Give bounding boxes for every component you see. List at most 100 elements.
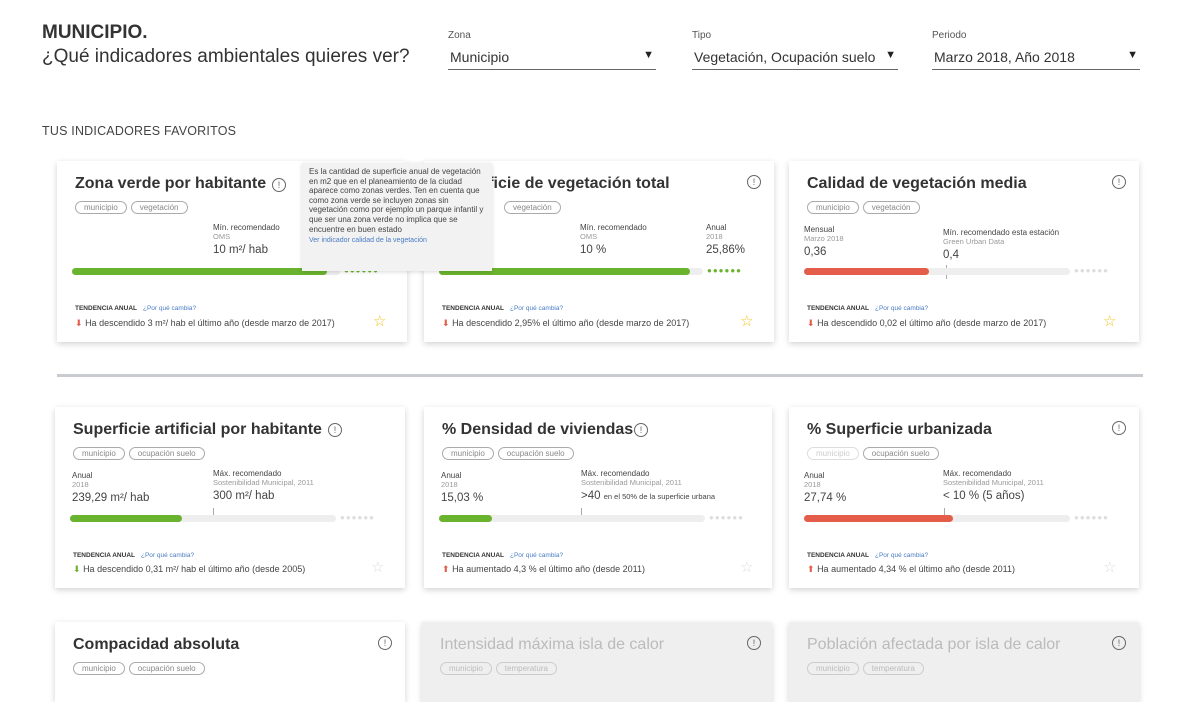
progress-fill	[439, 515, 492, 522]
trend-text: ⬇ Ha descendido 0,31 m²/ hab el último a…	[73, 564, 306, 574]
dots-indicator: ●●●●●●	[1074, 266, 1109, 275]
periodo-filter[interactable]: Periodo Marzo 2018, Año 2018 ▼	[932, 30, 1140, 70]
progress-fill	[72, 268, 327, 275]
info-icon[interactable]: !	[747, 636, 761, 650]
card-title: Compacidad absoluta	[73, 636, 240, 653]
tipo-filter[interactable]: Tipo Vegetación, Ocupación suelo ▼	[692, 30, 898, 70]
tag: temperatura	[495, 662, 557, 675]
star-icon[interactable]: ☆	[371, 559, 385, 576]
tag: temperatura	[862, 662, 924, 675]
tag: municipio	[807, 662, 859, 675]
info-icon[interactable]: !	[1112, 421, 1126, 435]
info-icon[interactable]: !	[747, 175, 761, 189]
dots-indicator: ●●●●●●	[340, 513, 375, 522]
arrow-up-icon: ⬆	[807, 564, 815, 574]
trend-heading: TENDENCIA ANUAL ¿Por qué cambia?	[442, 552, 564, 559]
tag: ocupación suelo	[497, 447, 574, 460]
chevron-down-icon: ▼	[643, 49, 654, 61]
card-title: % Superficie urbanizada	[807, 421, 992, 438]
trend-text: ⬇ Ha descendido 2,95% el último año (des…	[442, 318, 690, 328]
trend-text: ⬆ Ha aumentado 4,34 % el último año (des…	[807, 564, 1016, 574]
arrow-up-icon: ⬆	[442, 564, 450, 574]
zona-label: Zona	[448, 30, 471, 41]
card-title: rficie de vegetación total	[482, 175, 670, 192]
periodo-label: Periodo	[932, 30, 967, 41]
anual-value: Anual 2018 15,03 %	[441, 471, 484, 504]
info-icon[interactable]: !	[1112, 175, 1126, 189]
dots-indicator: ●●●●●●	[1074, 513, 1109, 522]
progress-fill	[439, 268, 690, 275]
trend-heading: TENDENCIA ANUAL ¿Por qué cambia?	[75, 305, 197, 312]
card-title: Población afectada por isla de calor	[807, 636, 1061, 653]
card-superficie-artificial[interactable]: Superficie artificial por habitante ! mu…	[55, 407, 405, 588]
why-link[interactable]: ¿Por qué cambia?	[141, 552, 195, 559]
info-icon[interactable]: !	[272, 178, 286, 192]
card-superficie-urbanizada[interactable]: % Superficie urbanizada ! municipio ocupa…	[789, 407, 1139, 588]
tooltip-link[interactable]: Ver indicador calidad de la vegetación	[309, 237, 427, 245]
zona-filter[interactable]: Zona Municipio ▼	[448, 30, 656, 70]
star-icon[interactable]: ☆	[1103, 313, 1117, 330]
progress-track	[70, 515, 336, 522]
card-title: Intensidad máxima isla de calor	[440, 636, 665, 653]
tipo-value: Vegetación, Ocupación suelo	[694, 49, 876, 65]
why-link[interactable]: ¿Por qué cambia?	[875, 552, 929, 559]
tag: municipio	[807, 201, 859, 214]
trend-heading: TENDENCIA ANUAL ¿Por qué cambia?	[807, 305, 929, 312]
trend-heading: TENDENCIA ANUAL ¿Por qué cambia?	[73, 552, 195, 559]
why-link[interactable]: ¿Por qué cambia?	[875, 305, 929, 312]
anual-value: Anual 2018 25,86%	[706, 223, 746, 256]
why-link[interactable]: ¿Por qué cambia?	[143, 305, 197, 312]
tag: municipio	[73, 447, 125, 460]
progress-fill	[804, 268, 929, 275]
tag: vegetación	[862, 201, 920, 214]
arrow-down-icon: ⬇	[73, 564, 81, 574]
chevron-down-icon: ▼	[1127, 49, 1138, 61]
tag: vegetación	[504, 201, 561, 214]
trend-text: ⬆ Ha aumentado 4,3 % el último año (desd…	[442, 564, 646, 574]
page-question: ¿Qué indicadores ambientales quieres ver…	[42, 46, 410, 67]
periodo-value: Marzo 2018, Año 2018	[934, 49, 1075, 65]
star-icon[interactable]: ☆	[740, 559, 754, 576]
star-icon[interactable]: ☆	[740, 313, 754, 330]
tag: municipio	[807, 447, 859, 460]
why-link[interactable]: ¿Por qué cambia?	[510, 552, 564, 559]
trend-heading: TENDENCIA ANUAL ¿Por qué cambia?	[807, 552, 929, 559]
anual-value: Anual 2018 239,29 m²/ hab	[72, 471, 150, 504]
card-intensidad-isla-calor[interactable]: Intensidad máxima isla de calor ! munici…	[422, 622, 772, 702]
card-compacidad-absoluta[interactable]: Compacidad absoluta ! municipio ocupación…	[55, 622, 405, 702]
arrow-down-icon: ⬇	[807, 318, 815, 328]
brand-title: MUNICIPIO.	[42, 22, 148, 43]
info-icon[interactable]: !	[634, 423, 648, 437]
tipo-label: Tipo	[692, 30, 712, 41]
card-title: Zona verde por habitante	[75, 175, 267, 192]
chevron-down-icon: ▼	[885, 49, 896, 61]
card-poblacion-isla-calor[interactable]: Población afectada por isla de calor ! m…	[789, 622, 1139, 702]
tag: municipio	[442, 447, 494, 460]
card-title: % Densidad de viviendas	[442, 421, 634, 438]
zona-value: Municipio	[450, 49, 510, 65]
trend-text: ⬇ Ha descendido 0,02 el último año (desd…	[807, 318, 1047, 328]
progress-track	[439, 515, 705, 522]
anual-value: Anual 2018 27,74 %	[804, 471, 847, 504]
info-icon[interactable]: !	[1112, 636, 1126, 650]
trend-text: ⬇ Ha descendido 3 m²/ hab el último año …	[75, 318, 335, 328]
dots-indicator: ●●●●●●	[709, 513, 744, 522]
card-densidad-viviendas[interactable]: % Densidad de viviendas ! municipio ocupa…	[424, 407, 772, 588]
star-icon[interactable]: ☆	[373, 313, 387, 330]
why-link[interactable]: ¿Por qué cambia?	[510, 305, 564, 312]
info-tooltip: Es la cantidad de superficie anual de ve…	[302, 163, 492, 271]
min-recomendado: Mín. recomendado OMS 10 %	[580, 223, 647, 256]
max-recomendado: Máx. recomendado Sostenibilidad Municipa…	[581, 469, 716, 502]
card-calidad-vegetacion[interactable]: Calidad de vegetación media ! municipio v…	[789, 161, 1139, 342]
info-icon[interactable]: !	[378, 636, 392, 650]
progress-track	[804, 268, 1070, 275]
card-title: Calidad de vegetación media	[807, 175, 1027, 192]
tag: municipio	[440, 662, 492, 675]
card-title: Superficie artificial por habitante	[73, 421, 322, 438]
max-recomendado: Máx. recomendado Sostenibilidad Municipa…	[943, 469, 1044, 502]
tag: municipio	[75, 201, 127, 214]
star-icon[interactable]: ☆	[1103, 559, 1117, 576]
min-recomendado: Mín. recomendado OMS 10 m²/ hab	[213, 223, 280, 256]
trend-heading: TENDENCIA ANUAL ¿Por qué cambia?	[442, 305, 564, 312]
info-icon[interactable]: !	[328, 423, 342, 437]
